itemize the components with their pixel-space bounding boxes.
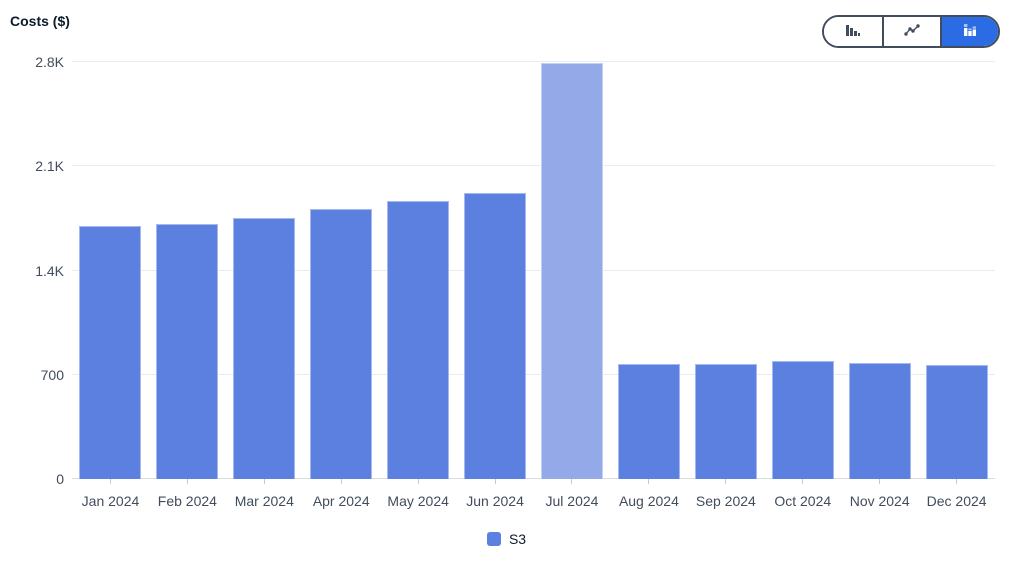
bar-Nov 2024[interactable] <box>848 362 911 479</box>
bar-Sep 2024[interactable] <box>694 363 757 479</box>
x-axis-slot: Oct 2024 <box>764 479 841 509</box>
gridline <box>72 269 995 271</box>
x-axis-slot: Feb 2024 <box>149 479 226 509</box>
x-axis-slot: Jun 2024 <box>457 479 534 509</box>
gridline <box>72 61 995 62</box>
bar-Mar 2024[interactable] <box>233 217 296 479</box>
axis-tick <box>109 479 111 484</box>
x-axis-label: Dec 2024 <box>926 493 987 509</box>
chart-type-switcher <box>822 15 1000 48</box>
bar-Jan 2024[interactable] <box>79 225 142 479</box>
bar-series <box>72 62 995 479</box>
y-axis-label: 700 <box>40 366 64 383</box>
y-axis-label: 0 <box>56 471 64 487</box>
x-axis-slot: Aug 2024 <box>610 479 687 509</box>
bar-chart-button[interactable] <box>824 17 882 46</box>
y-axis: 0 700 1.4K 2.1K 2.8K <box>0 54 64 487</box>
x-axis-slot: Apr 2024 <box>303 479 380 509</box>
bar-Dec 2024[interactable] <box>925 365 988 479</box>
bar-Feb 2024[interactable] <box>156 223 219 479</box>
axis-tick <box>263 479 265 484</box>
x-axis-slot: Sep 2024 <box>687 479 764 509</box>
stacked-bar-chart-button[interactable] <box>940 17 998 46</box>
gridline <box>72 165 995 167</box>
stacked-bar-chart-icon <box>962 22 978 41</box>
bar-Oct 2024[interactable] <box>771 361 834 479</box>
plot-area <box>72 61 995 479</box>
gridline <box>72 373 995 375</box>
gridline <box>72 478 995 479</box>
axis-tick <box>571 479 573 484</box>
bar-slot <box>72 62 149 479</box>
bar-slot <box>764 62 841 479</box>
bar-slot <box>380 62 457 479</box>
axis-tick <box>417 479 419 484</box>
x-axis-label: Jun 2024 <box>466 493 524 509</box>
x-axis-label: Aug 2024 <box>618 493 679 509</box>
x-axis-slot: Jan 2024 <box>72 479 149 509</box>
x-axis-slot: Jul 2024 <box>534 479 611 509</box>
bar-Jul 2024[interactable] <box>540 62 603 479</box>
axis-tick <box>340 479 342 484</box>
axis-tick <box>494 479 496 484</box>
bar-slot <box>303 62 380 479</box>
chart-title: Costs ($) <box>10 13 70 29</box>
legend-label: S3 <box>508 531 527 547</box>
legend-swatch <box>486 532 501 546</box>
x-axis-label: Jul 2024 <box>545 493 599 509</box>
bar-Jun 2024[interactable] <box>464 193 527 479</box>
legend-item[interactable]: S3 <box>486 531 527 547</box>
bar-slot <box>841 62 918 479</box>
bar-slot <box>918 62 995 479</box>
axis-tick <box>648 479 650 484</box>
bar-chart-icon <box>845 22 861 41</box>
axis-tick <box>879 479 881 484</box>
bar-slot <box>687 62 764 479</box>
x-axis-label: Feb 2024 <box>157 493 217 509</box>
x-axis-label: Nov 2024 <box>849 493 910 509</box>
bar-slot <box>149 62 226 479</box>
x-axis-label: Apr 2024 <box>312 493 370 509</box>
x-axis-label: Sep 2024 <box>695 493 756 509</box>
x-axis: Jan 2024 Feb 2024 Mar 2024 Apr 2024 May 2024… <box>72 479 995 509</box>
x-axis-label: May 2024 <box>387 493 449 509</box>
x-axis-slot: Mar 2024 <box>226 479 303 509</box>
y-axis-label: 2.1K <box>35 158 64 175</box>
y-axis-label: 1.4K <box>35 262 64 279</box>
x-axis-label: Oct 2024 <box>774 493 832 509</box>
x-axis-slot: Dec 2024 <box>918 479 995 509</box>
axis-tick <box>956 479 958 484</box>
x-axis-label: Mar 2024 <box>234 493 294 509</box>
x-axis-slot: Nov 2024 <box>841 479 918 509</box>
x-axis-label: Jan 2024 <box>81 493 140 509</box>
axis-tick <box>802 479 804 484</box>
axis-tick <box>186 479 188 484</box>
bar-slot <box>226 62 303 479</box>
bar-slot <box>610 62 687 479</box>
chart-legend: S3 <box>0 531 1013 547</box>
line-chart-icon <box>903 22 921 41</box>
bar-Apr 2024[interactable] <box>310 208 373 479</box>
bar-slot <box>534 62 611 479</box>
bar-slot <box>457 62 534 479</box>
bar-May 2024[interactable] <box>387 200 450 479</box>
bar-Aug 2024[interactable] <box>617 364 680 479</box>
x-axis-slot: May 2024 <box>380 479 457 509</box>
line-chart-button[interactable] <box>882 17 940 46</box>
axis-tick <box>725 479 727 484</box>
y-axis-label: 2.8K <box>35 54 64 70</box>
